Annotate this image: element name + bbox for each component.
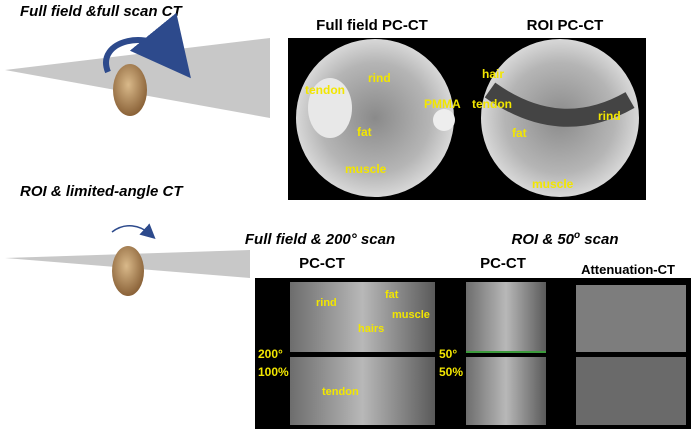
tissue bbox=[484, 82, 635, 127]
image-label: fat bbox=[357, 125, 372, 139]
panel-label: muscle bbox=[392, 309, 430, 321]
angle-label: 50° bbox=[439, 347, 457, 361]
panel-label: rind bbox=[316, 297, 337, 309]
column-title: Attenuation-CT bbox=[581, 262, 675, 277]
column-title: PC-CT bbox=[299, 255, 345, 272]
image-title: Full field PC-CT bbox=[316, 17, 428, 34]
panel-label: tendon bbox=[322, 386, 359, 398]
image-label: hair bbox=[482, 67, 504, 81]
percent-label: 100% bbox=[258, 365, 289, 379]
projection-panel bbox=[466, 357, 546, 425]
projection-panel bbox=[290, 282, 435, 352]
rotation-arrow bbox=[111, 223, 156, 240]
tissue bbox=[433, 109, 455, 131]
projection-panel bbox=[576, 285, 686, 352]
angle-label: 200° bbox=[258, 347, 283, 361]
image-title: ROI PC-CT bbox=[527, 17, 604, 34]
image-label: tendon bbox=[472, 97, 512, 111]
ct-slice bbox=[296, 39, 454, 197]
section-title: ROI & 50o scan bbox=[512, 230, 619, 248]
image-label: PMMA bbox=[424, 97, 461, 111]
panel-label: hairs bbox=[358, 323, 384, 335]
roi-scan-title: ROI & limited-angle CT bbox=[20, 183, 184, 200]
image-label: muscle bbox=[532, 177, 574, 191]
section-title: Full field & 200° scan bbox=[245, 231, 395, 248]
image-label: tendon bbox=[305, 83, 345, 97]
image-label: rind bbox=[598, 109, 621, 123]
title-part: scan bbox=[580, 231, 618, 248]
sample bbox=[113, 64, 147, 116]
projection-panel bbox=[466, 282, 546, 352]
projection-panel bbox=[290, 357, 435, 425]
panel-label: fat bbox=[385, 289, 399, 301]
projection-panel bbox=[576, 357, 686, 425]
image-label: rind bbox=[368, 71, 391, 85]
image-label: muscle bbox=[345, 162, 387, 176]
title-superscript: o bbox=[574, 230, 580, 241]
rotation-arrow bbox=[103, 12, 191, 79]
title-part: ROI & 50 bbox=[512, 231, 575, 248]
sample bbox=[112, 246, 144, 296]
tissue bbox=[308, 78, 352, 138]
column-title: PC-CT bbox=[480, 255, 526, 272]
image-label: fat bbox=[512, 126, 527, 140]
percent-label: 50% bbox=[439, 365, 463, 379]
full-scan-title: Full field &full scan CT bbox=[20, 3, 184, 20]
